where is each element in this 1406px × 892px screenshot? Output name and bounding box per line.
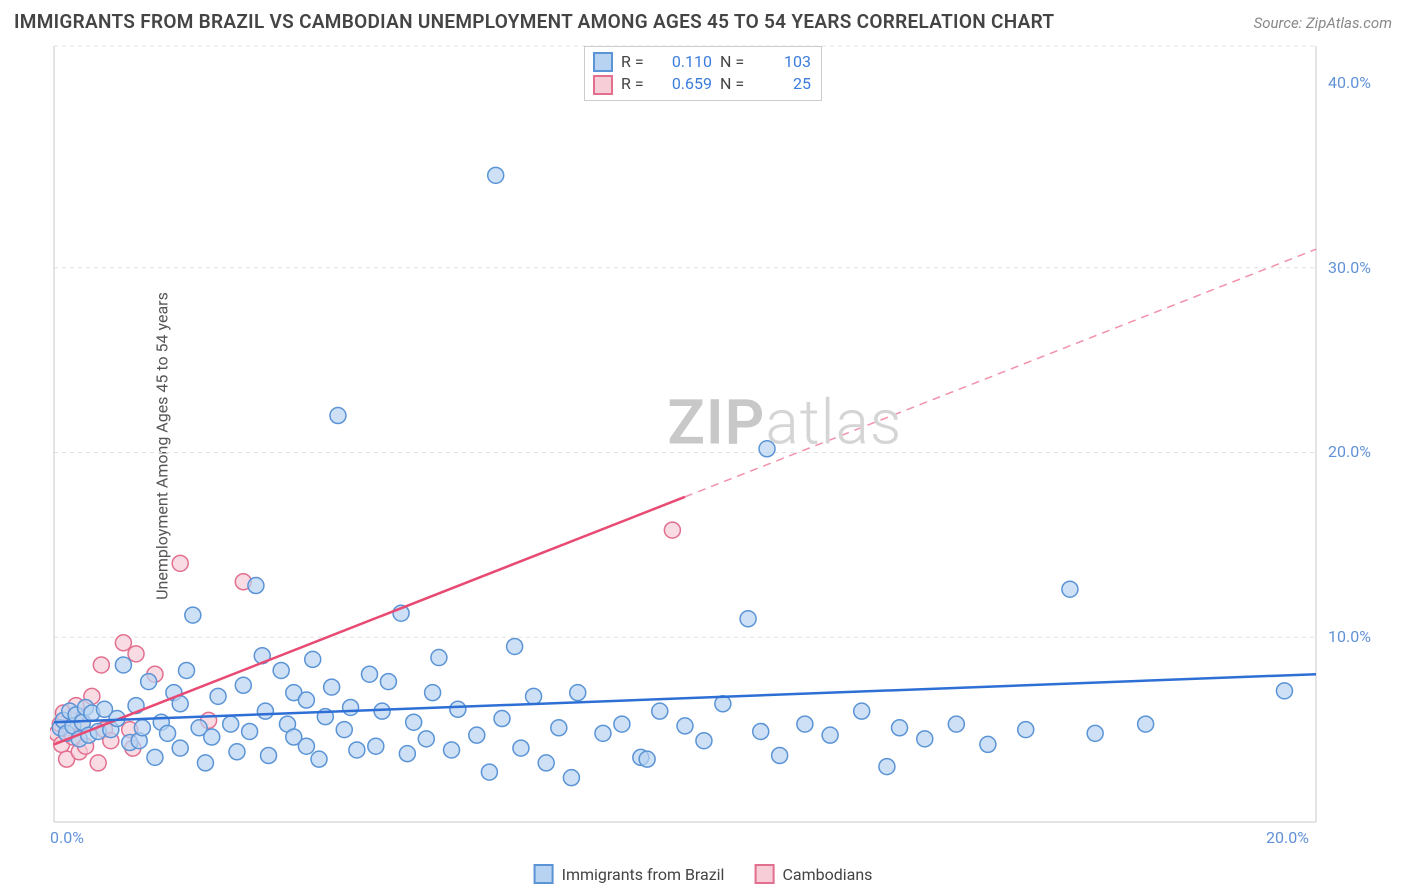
swatch-cambodia — [754, 864, 774, 884]
stat-label-n: N = — [720, 73, 748, 95]
y-tick-label: 10.0% — [1328, 627, 1371, 646]
swatch-brazil — [534, 864, 554, 884]
legend-label-brazil: Immigrants from Brazil — [562, 865, 725, 884]
source-attribution: Source: ZipAtlas.com — [1254, 14, 1392, 32]
stat-n-cambodia: 25 — [756, 73, 811, 95]
x-tick-label: 20.0% — [1266, 828, 1309, 847]
y-tick-label: 20.0% — [1328, 442, 1371, 461]
legend-item-brazil: Immigrants from Brazil — [534, 864, 725, 884]
y-tick-label: 40.0% — [1328, 73, 1371, 92]
swatch-cambodia — [593, 75, 613, 95]
legend-item-cambodia: Cambodians — [754, 864, 872, 884]
series-legend: Immigrants from Brazil Cambodians — [534, 864, 873, 884]
scatter-chart-svg — [50, 42, 1386, 852]
stat-label-r: R = — [621, 51, 649, 73]
chart-title: IMMIGRANTS FROM BRAZIL VS CAMBODIAN UNEM… — [14, 10, 1054, 33]
stat-r-cambodia: 0.659 — [657, 73, 712, 95]
stat-r-brazil: 0.110 — [657, 51, 712, 73]
stat-label-n: N = — [720, 51, 748, 73]
stat-label-r: R = — [621, 73, 649, 95]
swatch-brazil — [593, 52, 613, 72]
y-tick-label: 30.0% — [1328, 258, 1371, 277]
correlation-row-cambodia: R = 0.659 N = 25 — [593, 73, 811, 95]
correlation-legend: R = 0.110 N = 103 R = 0.659 N = 25 — [584, 46, 822, 101]
stat-n-brazil: 103 — [756, 51, 811, 73]
legend-label-cambodia: Cambodians — [782, 865, 872, 884]
correlation-row-brazil: R = 0.110 N = 103 — [593, 51, 811, 73]
plot-area: ZIPatlas — [50, 42, 1386, 852]
x-tick-label: 0.0% — [50, 828, 84, 847]
